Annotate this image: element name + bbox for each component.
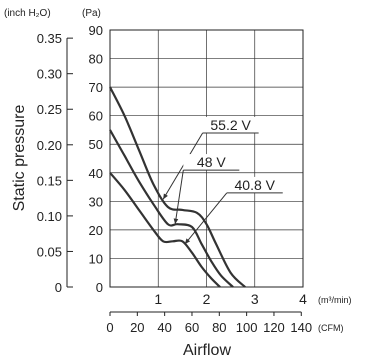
inch-unit-label: (inch H₂O) — [4, 8, 51, 19]
pa-tick-label: 50 — [89, 137, 103, 152]
cfm-tick-label: 60 — [185, 320, 199, 335]
m3-tick-label: 3 — [251, 291, 259, 307]
m3-unit-label: (m³/min) — [318, 295, 352, 305]
inch-tick-label: 0.05 — [37, 244, 62, 259]
series-lines — [109, 86, 246, 288]
x-axis-title: Airflow — [183, 342, 231, 359]
y-axis-title: Static pressure — [11, 105, 28, 212]
series-label-leader — [162, 132, 204, 200]
inch-tick-label: 0.20 — [37, 138, 62, 153]
pa-tick-label: 20 — [89, 223, 103, 238]
series-line — [109, 86, 246, 288]
m3-tick-label: 2 — [203, 291, 211, 307]
series-label: 55.2 V — [210, 117, 251, 133]
cfm-tick-label: 120 — [263, 320, 285, 335]
series-label-leader — [174, 169, 184, 225]
inch-tick-label: 0.35 — [37, 31, 62, 46]
inch-tick-label: 0.25 — [37, 102, 62, 117]
pa-unit-label: (Pa) — [82, 8, 101, 19]
pa-tick-label: 30 — [89, 194, 103, 209]
inch-tick-label: 0.30 — [37, 67, 62, 82]
m3-tick-label: 1 — [154, 291, 162, 307]
cfm-tick-label: 0 — [106, 320, 113, 335]
pa-tick-label: 80 — [89, 52, 103, 67]
series-label: 48 V — [197, 154, 226, 170]
series-line — [109, 129, 234, 288]
m3-tick-label: 4 — [299, 291, 307, 307]
inch-tick-label: 0.15 — [37, 173, 62, 188]
cfm-tick-label: 20 — [130, 320, 144, 335]
cfm-tick-label: 140 — [290, 320, 312, 335]
cfm-tick-label: 40 — [157, 320, 171, 335]
series-label-bg — [183, 154, 240, 171]
pa-tick-label: 60 — [89, 109, 103, 124]
m3-axis: 1 2 3 4 — [154, 291, 307, 307]
series-label-leader — [184, 192, 228, 245]
series-label-bg — [202, 116, 259, 133]
cfm-tick-label: 80 — [212, 320, 226, 335]
cfm-tick-label: 100 — [236, 320, 258, 335]
cfm-axis: 0 20 40 60 80 100 120 140 — [106, 311, 312, 335]
cfm-unit-label: (CFM) — [318, 323, 344, 333]
series-label-arrowhead — [184, 238, 191, 245]
series-line — [109, 172, 221, 288]
pa-tick-label: 0 — [96, 280, 103, 295]
series-label-arrowhead — [163, 193, 168, 200]
pa-tick-label: 90 — [89, 23, 103, 38]
pa-tick-label: 40 — [89, 166, 103, 181]
series-labels: 55.2 V 48 V 40.8 V — [162, 116, 283, 245]
inch-tick-label: 0.10 — [37, 209, 62, 224]
series-label-bg — [226, 176, 283, 193]
plot-frame — [109, 29, 304, 288]
pa-axis: 0 10 20 30 40 50 60 70 80 90 — [89, 23, 103, 295]
series-label: 40.8 V — [235, 177, 276, 193]
series-label-arrowhead — [173, 218, 179, 225]
pa-tick-label: 70 — [89, 80, 103, 95]
grid — [110, 30, 303, 287]
inch-tick-label: 0 — [55, 280, 62, 295]
inch-axis: 0 0.05 0.10 0.15 0.20 0.25 0.30 0.35 — [37, 31, 73, 295]
pa-tick-label: 10 — [89, 251, 103, 266]
